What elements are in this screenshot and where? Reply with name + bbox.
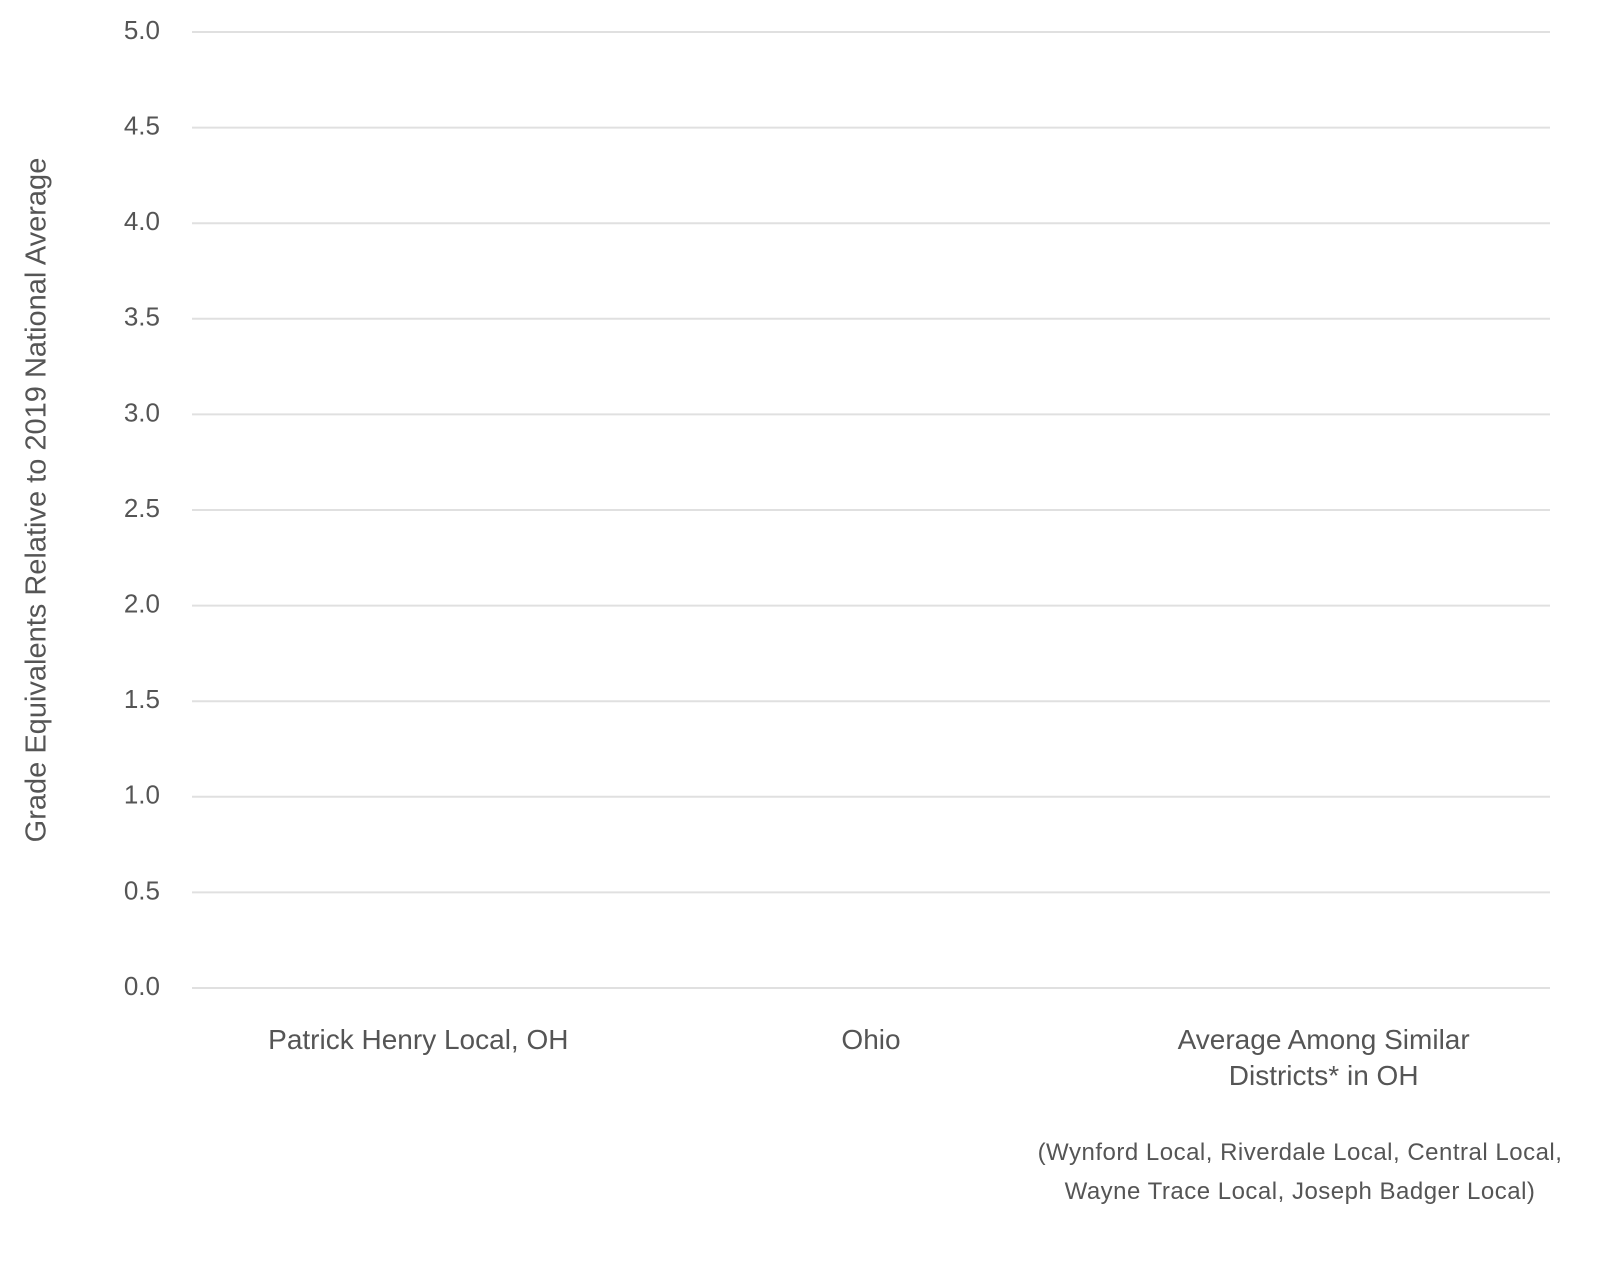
- y-tick-label: 1.0: [124, 780, 160, 810]
- y-tick-label: 5.0: [124, 15, 160, 45]
- y-tick-label: 3.0: [124, 397, 160, 427]
- y-tick-label: 3.5: [124, 302, 160, 332]
- x-tick-label: Patrick Henry Local, OH: [268, 1024, 569, 1055]
- x-tick-label: Average Among Similar Districts* in OH: [1177, 1024, 1470, 1091]
- y-tick-label: 0.0: [124, 971, 160, 1001]
- y-tick-label: 4.0: [124, 206, 160, 236]
- y-tick-label: 2.5: [124, 493, 160, 523]
- y-tick-label: 4.5: [124, 110, 160, 140]
- y-tick-label: 1.5: [124, 684, 160, 714]
- y-axis-label: Grade Equivalents Relative to 2019 Natio…: [21, 158, 53, 843]
- y-tick-label: 2.0: [124, 588, 160, 618]
- x-tick-label: Ohio: [841, 1024, 901, 1055]
- y-tick-label: 0.5: [124, 875, 160, 905]
- category-note: (Wynford Local, Riverdale Local, Central…: [1037, 1139, 1563, 1205]
